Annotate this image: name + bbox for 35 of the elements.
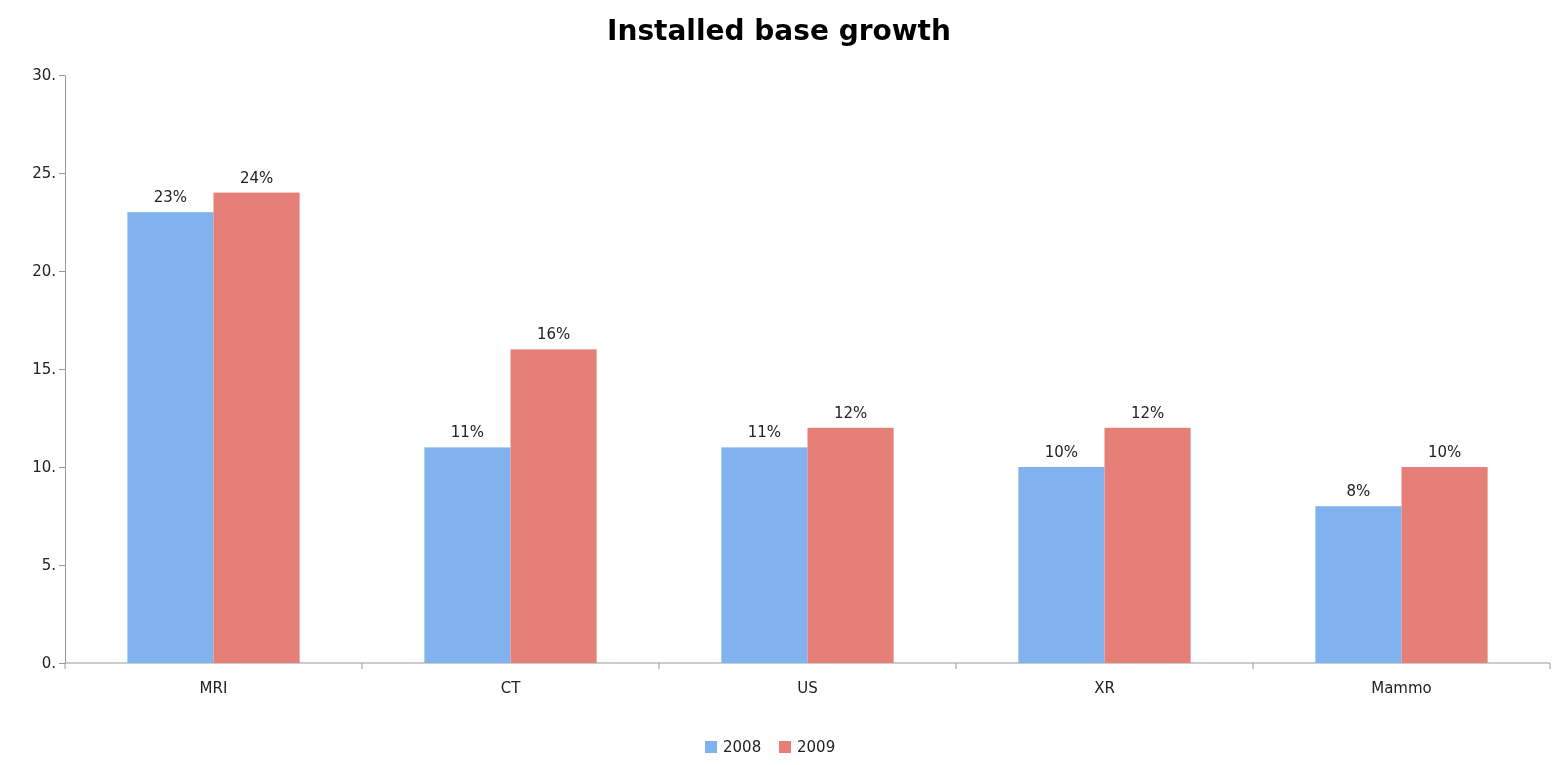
legend-label: 2009 <box>797 738 836 756</box>
x-tick-label: CT <box>500 679 522 697</box>
data-label: 23% <box>153 188 188 207</box>
bar <box>1104 427 1191 663</box>
data-label: 10% <box>1427 443 1462 461</box>
x-tick-label: Mammo <box>1371 679 1432 697</box>
bar <box>807 427 894 663</box>
y-tick-label: 25. <box>32 164 56 183</box>
bar <box>213 192 300 663</box>
data-label: 12% <box>833 403 868 422</box>
bar <box>1401 467 1488 663</box>
data-label: 11% <box>450 423 485 442</box>
bar <box>721 447 808 663</box>
data-label: 8% <box>1346 482 1371 501</box>
y-tick-label: 0. <box>41 654 56 673</box>
chart-title: Installed base growth <box>607 14 951 47</box>
data-label: 10% <box>1044 443 1079 461</box>
y-tick-label: 15. <box>32 360 56 379</box>
data-label: 11% <box>747 423 782 442</box>
y-tick-label: 5. <box>41 556 56 575</box>
bar <box>1315 506 1402 663</box>
y-tick-label: 30. <box>32 66 56 85</box>
bar <box>424 447 511 663</box>
data-label: 12% <box>1130 403 1165 422</box>
bar <box>127 212 214 663</box>
legend-label: 2008 <box>723 738 762 756</box>
y-tick-label: 10. <box>32 458 56 477</box>
bar <box>510 349 597 663</box>
data-label: 24% <box>239 168 274 187</box>
x-tick-label: MRI <box>199 679 228 697</box>
y-tick-label: 20. <box>32 262 56 281</box>
data-label: 16% <box>536 325 571 344</box>
x-tick-label: XR <box>1094 679 1115 697</box>
bar <box>1018 467 1105 663</box>
x-tick-label: US <box>797 679 818 697</box>
